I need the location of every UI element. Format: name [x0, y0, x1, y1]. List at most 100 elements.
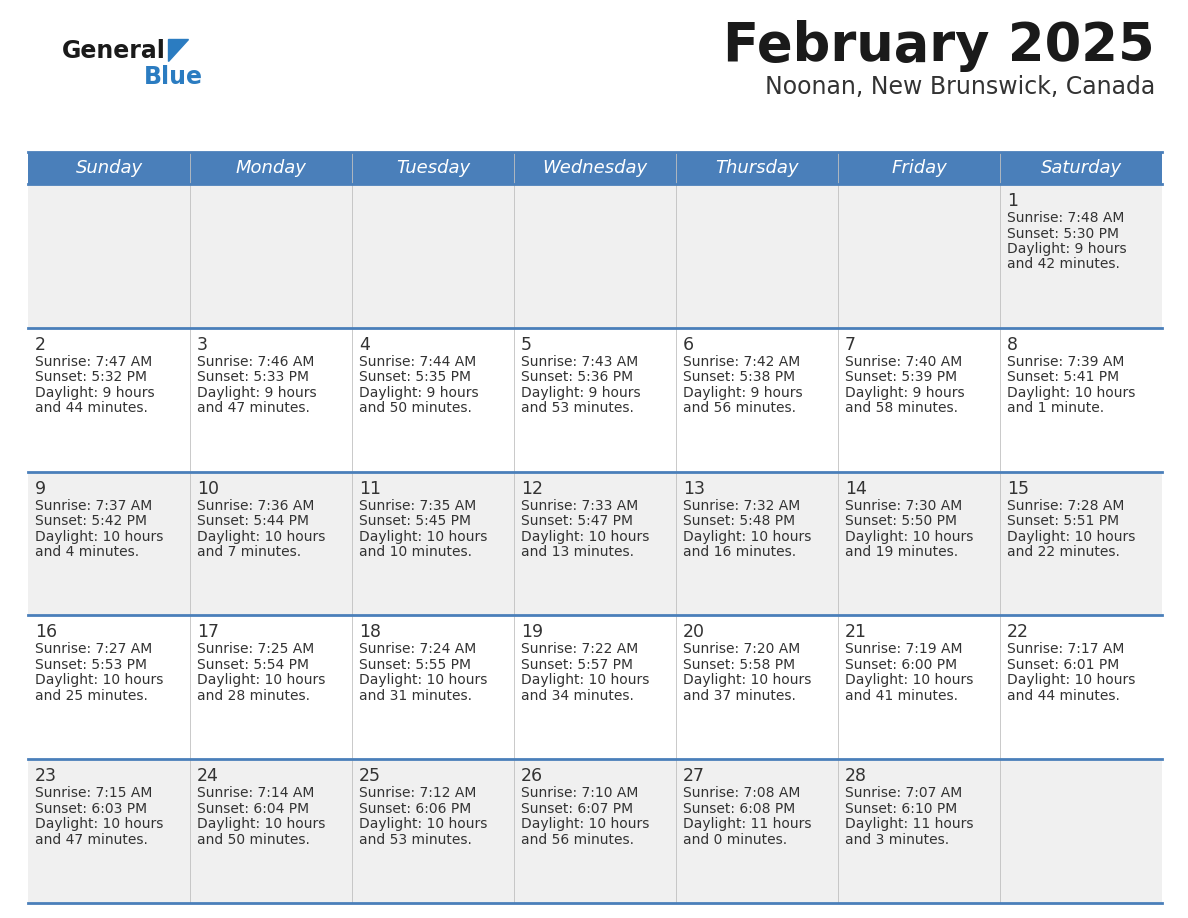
Text: 28: 28	[845, 767, 867, 785]
Text: Sunrise: 7:10 AM: Sunrise: 7:10 AM	[522, 786, 638, 800]
Text: Sunrise: 7:17 AM: Sunrise: 7:17 AM	[1007, 643, 1124, 656]
Text: Sunday: Sunday	[75, 159, 143, 177]
Text: 16: 16	[34, 623, 57, 642]
Text: Sunrise: 7:07 AM: Sunrise: 7:07 AM	[845, 786, 962, 800]
Text: Sunrise: 7:25 AM: Sunrise: 7:25 AM	[197, 643, 315, 656]
Text: 15: 15	[1007, 479, 1029, 498]
Text: Daylight: 9 hours: Daylight: 9 hours	[359, 386, 479, 400]
Text: Sunset: 5:44 PM: Sunset: 5:44 PM	[197, 514, 309, 528]
Text: Sunset: 5:58 PM: Sunset: 5:58 PM	[683, 658, 795, 672]
Text: 11: 11	[359, 479, 381, 498]
Text: 14: 14	[845, 479, 867, 498]
Text: February 2025: February 2025	[723, 20, 1155, 72]
Text: Daylight: 10 hours: Daylight: 10 hours	[522, 530, 650, 543]
Text: Sunrise: 7:30 AM: Sunrise: 7:30 AM	[845, 498, 962, 512]
Text: 26: 26	[522, 767, 543, 785]
Text: Daylight: 9 hours: Daylight: 9 hours	[522, 386, 640, 400]
Text: Daylight: 10 hours: Daylight: 10 hours	[1007, 530, 1136, 543]
Bar	[29, 152, 1162, 184]
Text: Daylight: 9 hours: Daylight: 9 hours	[683, 386, 803, 400]
Text: 18: 18	[359, 623, 381, 642]
Text: 2: 2	[34, 336, 46, 353]
Text: Sunset: 5:33 PM: Sunset: 5:33 PM	[197, 370, 309, 385]
Text: Sunset: 5:35 PM: Sunset: 5:35 PM	[359, 370, 470, 385]
Text: 23: 23	[34, 767, 57, 785]
Text: Sunset: 6:06 PM: Sunset: 6:06 PM	[359, 801, 472, 816]
Text: and 13 minutes.: and 13 minutes.	[522, 545, 634, 559]
Text: Sunrise: 7:14 AM: Sunrise: 7:14 AM	[197, 786, 315, 800]
Text: Daylight: 10 hours: Daylight: 10 hours	[197, 674, 326, 688]
Text: Sunset: 6:10 PM: Sunset: 6:10 PM	[845, 801, 958, 816]
Text: 12: 12	[522, 479, 543, 498]
Text: Daylight: 9 hours: Daylight: 9 hours	[197, 386, 317, 400]
Text: and 47 minutes.: and 47 minutes.	[197, 401, 310, 415]
Text: and 56 minutes.: and 56 minutes.	[683, 401, 796, 415]
Text: Daylight: 10 hours: Daylight: 10 hours	[197, 530, 326, 543]
Text: and 3 minutes.: and 3 minutes.	[845, 833, 949, 846]
Text: Sunrise: 7:24 AM: Sunrise: 7:24 AM	[359, 643, 476, 656]
Bar	[29, 759, 1162, 903]
Text: Sunset: 6:08 PM: Sunset: 6:08 PM	[683, 801, 795, 816]
Text: Monday: Monday	[235, 159, 307, 177]
Polygon shape	[168, 39, 188, 61]
Text: Daylight: 10 hours: Daylight: 10 hours	[359, 817, 487, 831]
Text: Sunset: 6:04 PM: Sunset: 6:04 PM	[197, 801, 309, 816]
Text: Daylight: 11 hours: Daylight: 11 hours	[845, 817, 973, 831]
Text: Sunset: 6:00 PM: Sunset: 6:00 PM	[845, 658, 958, 672]
Text: and 47 minutes.: and 47 minutes.	[34, 833, 147, 846]
Text: 19: 19	[522, 623, 543, 642]
Text: 8: 8	[1007, 336, 1018, 353]
Text: Sunset: 5:57 PM: Sunset: 5:57 PM	[522, 658, 633, 672]
Text: Sunrise: 7:36 AM: Sunrise: 7:36 AM	[197, 498, 315, 512]
Text: Daylight: 10 hours: Daylight: 10 hours	[359, 530, 487, 543]
Text: Sunset: 5:42 PM: Sunset: 5:42 PM	[34, 514, 147, 528]
Text: Daylight: 9 hours: Daylight: 9 hours	[34, 386, 154, 400]
Text: Friday: Friday	[891, 159, 947, 177]
Text: Daylight: 10 hours: Daylight: 10 hours	[1007, 386, 1136, 400]
Text: and 4 minutes.: and 4 minutes.	[34, 545, 139, 559]
Text: Sunrise: 7:12 AM: Sunrise: 7:12 AM	[359, 786, 476, 800]
Text: Daylight: 11 hours: Daylight: 11 hours	[683, 817, 811, 831]
Text: and 41 minutes.: and 41 minutes.	[845, 688, 958, 703]
Text: Blue: Blue	[144, 65, 203, 89]
Text: 9: 9	[34, 479, 46, 498]
Text: Daylight: 10 hours: Daylight: 10 hours	[683, 674, 811, 688]
Text: Sunrise: 7:40 AM: Sunrise: 7:40 AM	[845, 354, 962, 369]
Text: Sunrise: 7:47 AM: Sunrise: 7:47 AM	[34, 354, 152, 369]
Text: Sunrise: 7:44 AM: Sunrise: 7:44 AM	[359, 354, 476, 369]
Text: Sunrise: 7:48 AM: Sunrise: 7:48 AM	[1007, 211, 1124, 225]
Text: Daylight: 10 hours: Daylight: 10 hours	[845, 530, 973, 543]
Text: Sunset: 5:54 PM: Sunset: 5:54 PM	[197, 658, 309, 672]
Text: Saturday: Saturday	[1041, 159, 1121, 177]
Text: Sunset: 6:07 PM: Sunset: 6:07 PM	[522, 801, 633, 816]
Text: and 7 minutes.: and 7 minutes.	[197, 545, 301, 559]
Bar	[29, 328, 1162, 472]
Text: Daylight: 10 hours: Daylight: 10 hours	[34, 817, 164, 831]
Text: Sunset: 5:41 PM: Sunset: 5:41 PM	[1007, 370, 1119, 385]
Text: Sunrise: 7:20 AM: Sunrise: 7:20 AM	[683, 643, 801, 656]
Text: 10: 10	[197, 479, 219, 498]
Text: Sunset: 5:55 PM: Sunset: 5:55 PM	[359, 658, 470, 672]
Text: Daylight: 10 hours: Daylight: 10 hours	[845, 674, 973, 688]
Text: and 50 minutes.: and 50 minutes.	[197, 833, 310, 846]
Text: and 58 minutes.: and 58 minutes.	[845, 401, 958, 415]
Text: Sunrise: 7:19 AM: Sunrise: 7:19 AM	[845, 643, 962, 656]
Text: and 25 minutes.: and 25 minutes.	[34, 688, 147, 703]
Text: Daylight: 10 hours: Daylight: 10 hours	[683, 530, 811, 543]
Text: Sunset: 5:53 PM: Sunset: 5:53 PM	[34, 658, 147, 672]
Text: Sunrise: 7:15 AM: Sunrise: 7:15 AM	[34, 786, 152, 800]
Text: 4: 4	[359, 336, 369, 353]
Text: Daylight: 10 hours: Daylight: 10 hours	[359, 674, 487, 688]
Text: Sunrise: 7:37 AM: Sunrise: 7:37 AM	[34, 498, 152, 512]
Text: Sunrise: 7:42 AM: Sunrise: 7:42 AM	[683, 354, 801, 369]
Text: Sunrise: 7:39 AM: Sunrise: 7:39 AM	[1007, 354, 1124, 369]
Text: and 28 minutes.: and 28 minutes.	[197, 688, 310, 703]
Text: and 37 minutes.: and 37 minutes.	[683, 688, 796, 703]
Text: Thursday: Thursday	[715, 159, 798, 177]
Text: 21: 21	[845, 623, 867, 642]
Text: Daylight: 10 hours: Daylight: 10 hours	[34, 674, 164, 688]
Text: Daylight: 9 hours: Daylight: 9 hours	[845, 386, 965, 400]
Text: and 34 minutes.: and 34 minutes.	[522, 688, 634, 703]
Text: Sunrise: 7:27 AM: Sunrise: 7:27 AM	[34, 643, 152, 656]
Text: and 53 minutes.: and 53 minutes.	[522, 401, 634, 415]
